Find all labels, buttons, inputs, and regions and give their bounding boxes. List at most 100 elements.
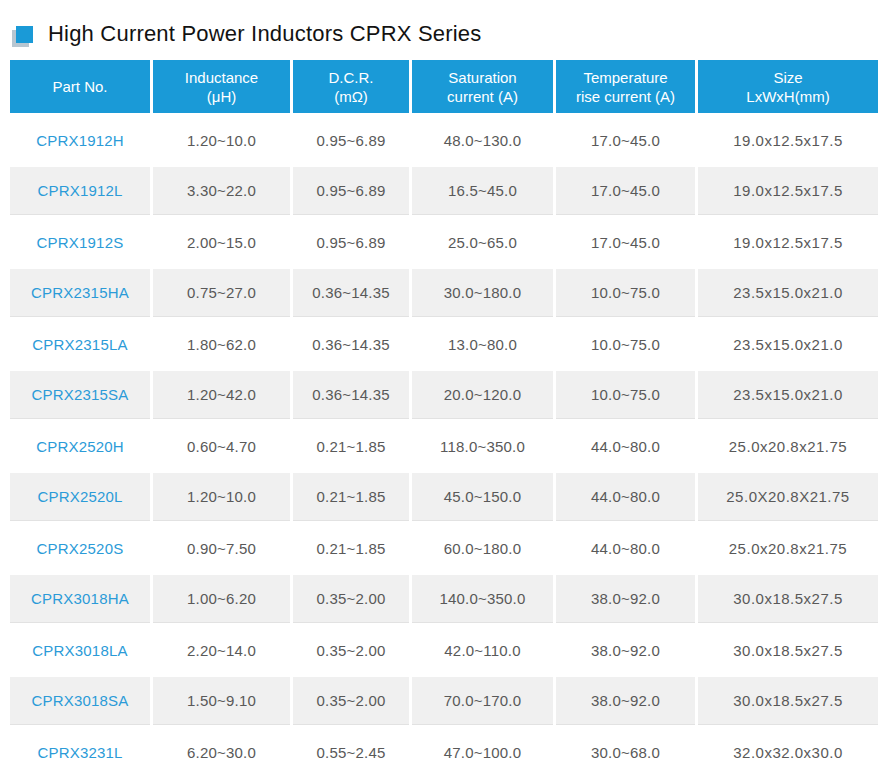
column-header-label: Size: [773, 68, 802, 87]
saturation-current-value: 42.0~110.0: [412, 626, 553, 674]
size-value: 25.0x20.8x21.75: [698, 524, 878, 572]
inductance-value: 1.50~9.10: [153, 677, 290, 725]
inductance-value: 1.20~42.0: [153, 371, 290, 419]
size-value: 19.0x12.5x17.5: [698, 116, 878, 164]
inductance-value: 0.75~27.0: [153, 269, 290, 317]
column-header-label: Part No.: [52, 77, 107, 96]
temp-rise-current-value: 44.0~80.0: [556, 524, 695, 572]
dcr-value: 0.35~2.00: [293, 677, 409, 725]
temp-rise-current-value: 10.0~75.0: [556, 371, 695, 419]
part-no-link[interactable]: CPRX2520H: [10, 422, 150, 470]
dcr-value: 0.95~6.89: [293, 218, 409, 266]
part-no-link[interactable]: CPRX3018HA: [10, 575, 150, 623]
dcr-value: 0.21~1.85: [293, 473, 409, 521]
inductance-value: 1.20~10.0: [153, 473, 290, 521]
saturation-current-value: 60.0~180.0: [412, 524, 553, 572]
title-bullet-icon: [16, 26, 33, 43]
size-value: 32.0x32.0x30.0: [698, 728, 878, 776]
inductance-value: 3.30~22.0: [153, 167, 290, 215]
size-value: 25.0X20.8X21.75: [698, 473, 878, 521]
column-header-label: Saturation: [448, 68, 516, 87]
temp-rise-current-value: 17.0~45.0: [556, 218, 695, 266]
column-header-label: current (A): [447, 87, 518, 106]
size-value: 30.0x18.5x27.5: [698, 626, 878, 674]
dcr-value: 0.21~1.85: [293, 422, 409, 470]
part-no-link[interactable]: CPRX3018LA: [10, 626, 150, 674]
inductance-value: 6.20~30.0: [153, 728, 290, 776]
spec-table: Part No. Inductance (μH) D.C.R. (mΩ) Sat…: [10, 60, 878, 776]
inductance-value: 2.20~14.0: [153, 626, 290, 674]
saturation-current-value: 47.0~100.0: [412, 728, 553, 776]
size-value: 23.5x15.0x21.0: [698, 371, 878, 419]
temp-rise-current-value: 17.0~45.0: [556, 116, 695, 164]
inductance-value: 0.60~4.70: [153, 422, 290, 470]
column-header-label: Inductance: [185, 68, 258, 87]
dcr-value: 0.55~2.45: [293, 728, 409, 776]
column-header-label: rise current (A): [576, 87, 675, 106]
part-no-link[interactable]: CPRX2520S: [10, 524, 150, 572]
saturation-current-value: 48.0~130.0: [412, 116, 553, 164]
temp-rise-current-value: 38.0~92.0: [556, 626, 695, 674]
inductance-value: 1.00~6.20: [153, 575, 290, 623]
column-header-saturation-current: Saturation current (A): [412, 60, 553, 113]
column-header-temp-rise-current: Temperature rise current (A): [556, 60, 695, 113]
page: High Current Power Inductors CPRX Series…: [0, 0, 888, 779]
column-header-label: Temperature: [583, 68, 667, 87]
part-no-link[interactable]: CPRX3231L: [10, 728, 150, 776]
saturation-current-value: 30.0~180.0: [412, 269, 553, 317]
dcr-value: 0.95~6.89: [293, 167, 409, 215]
column-header-size: Size LxWxH(mm): [698, 60, 878, 113]
saturation-current-value: 45.0~150.0: [412, 473, 553, 521]
part-no-link[interactable]: CPRX1912L: [10, 167, 150, 215]
column-header-label: LxWxH(mm): [746, 87, 829, 106]
saturation-current-value: 13.0~80.0: [412, 320, 553, 368]
temp-rise-current-value: 10.0~75.0: [556, 269, 695, 317]
temp-rise-current-value: 10.0~75.0: [556, 320, 695, 368]
size-value: 30.0x18.5x27.5: [698, 575, 878, 623]
saturation-current-value: 16.5~45.0: [412, 167, 553, 215]
column-header-label: D.C.R.: [329, 68, 374, 87]
size-value: 23.5x15.0x21.0: [698, 320, 878, 368]
column-header-label: (mΩ): [334, 87, 368, 106]
saturation-current-value: 20.0~120.0: [412, 371, 553, 419]
inductance-value: 0.90~7.50: [153, 524, 290, 572]
part-no-link[interactable]: CPRX2315LA: [10, 320, 150, 368]
size-value: 19.0x12.5x17.5: [698, 218, 878, 266]
inductance-value: 2.00~15.0: [153, 218, 290, 266]
inductance-value: 1.80~62.0: [153, 320, 290, 368]
dcr-value: 0.36~14.35: [293, 371, 409, 419]
temp-rise-current-value: 38.0~92.0: [556, 575, 695, 623]
saturation-current-value: 25.0~65.0: [412, 218, 553, 266]
size-value: 30.0x18.5x27.5: [698, 677, 878, 725]
size-value: 25.0x20.8x21.75: [698, 422, 878, 470]
temp-rise-current-value: 30.0~68.0: [556, 728, 695, 776]
part-no-link[interactable]: CPRX2315HA: [10, 269, 150, 317]
column-header-label: (μH): [207, 87, 236, 106]
saturation-current-value: 118.0~350.0: [412, 422, 553, 470]
dcr-value: 0.36~14.35: [293, 320, 409, 368]
dcr-value: 0.36~14.35: [293, 269, 409, 317]
saturation-current-value: 140.0~350.0: [412, 575, 553, 623]
size-value: 23.5x15.0x21.0: [698, 269, 878, 317]
inductance-value: 1.20~10.0: [153, 116, 290, 164]
size-value: 19.0x12.5x17.5: [698, 167, 878, 215]
part-no-link[interactable]: CPRX1912S: [10, 218, 150, 266]
part-no-link[interactable]: CPRX3018SA: [10, 677, 150, 725]
page-title: High Current Power Inductors CPRX Series: [48, 21, 482, 47]
saturation-current-value: 70.0~170.0: [412, 677, 553, 725]
temp-rise-current-value: 44.0~80.0: [556, 422, 695, 470]
temp-rise-current-value: 38.0~92.0: [556, 677, 695, 725]
temp-rise-current-value: 17.0~45.0: [556, 167, 695, 215]
dcr-value: 0.21~1.85: [293, 524, 409, 572]
dcr-value: 0.35~2.00: [293, 626, 409, 674]
dcr-value: 0.35~2.00: [293, 575, 409, 623]
column-header-dcr: D.C.R. (mΩ): [293, 60, 409, 113]
dcr-value: 0.95~6.89: [293, 116, 409, 164]
column-header-part-no: Part No.: [10, 60, 150, 113]
section-title-bar: High Current Power Inductors CPRX Series: [0, 0, 888, 51]
column-header-inductance: Inductance (μH): [153, 60, 290, 113]
part-no-link[interactable]: CPRX1912H: [10, 116, 150, 164]
part-no-link[interactable]: CPRX2315SA: [10, 371, 150, 419]
temp-rise-current-value: 44.0~80.0: [556, 473, 695, 521]
part-no-link[interactable]: CPRX2520L: [10, 473, 150, 521]
